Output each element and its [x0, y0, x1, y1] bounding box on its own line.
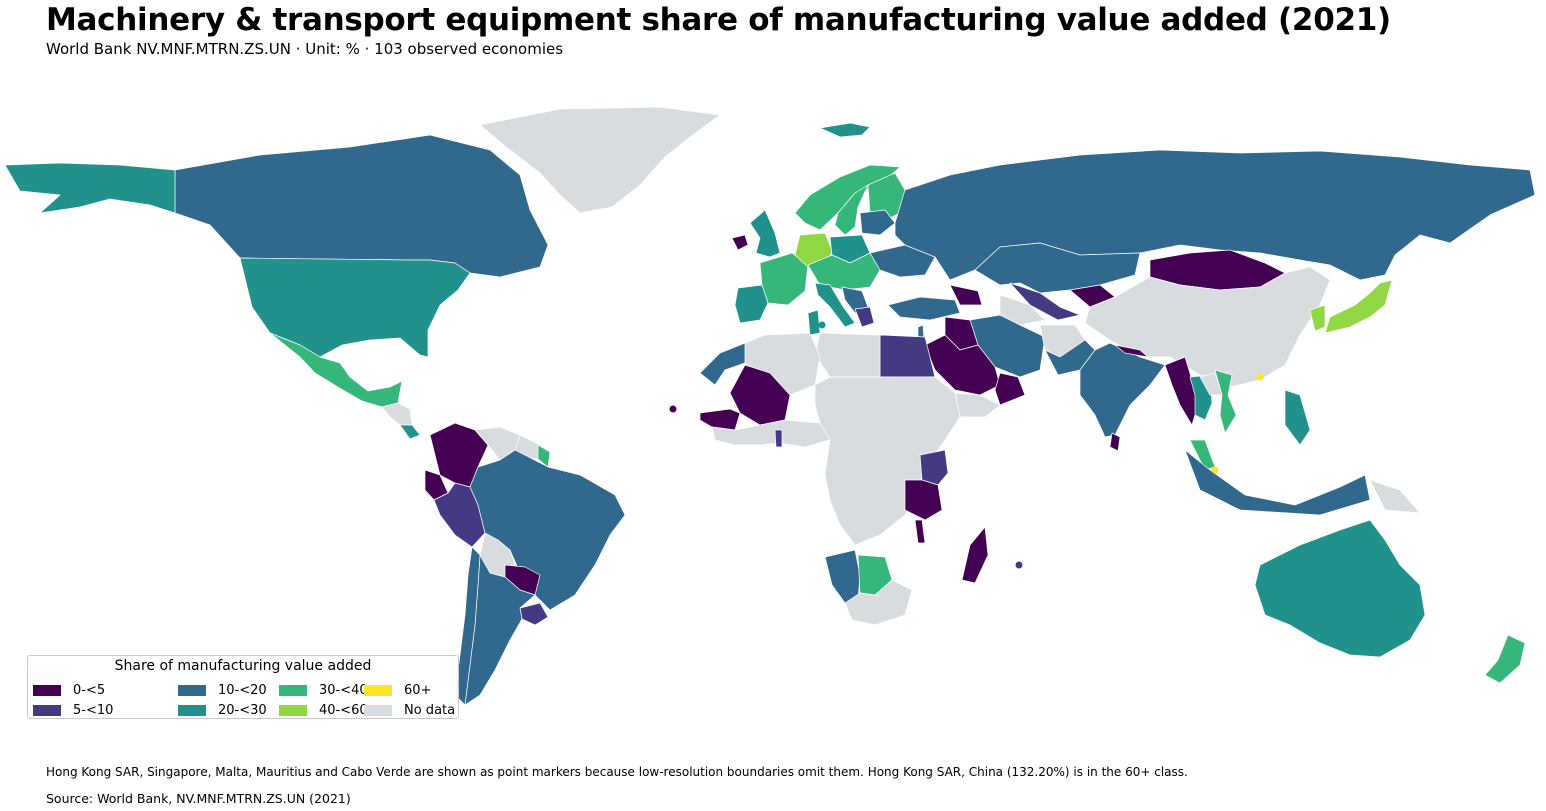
region-greece [854, 306, 875, 328]
legend-label: 40-<60 [319, 702, 368, 718]
legend-label: 60+ [404, 682, 432, 698]
region-senegal [699, 408, 741, 431]
source-note: Source: World Bank, NV.MNF.MTRN.ZS.UN (2… [46, 791, 351, 806]
region-australia [1254, 519, 1426, 658]
world-map [4, 106, 1536, 706]
footnote: Hong Kong SAR, Singapore, Malta, Mauriti… [46, 765, 1188, 779]
marker-mauritius [1015, 561, 1023, 569]
legend-swatch [364, 684, 392, 696]
region-mexico [269, 332, 403, 408]
region-indonesia [1184, 449, 1371, 516]
region-korea [1309, 304, 1326, 332]
region-iberia [734, 284, 769, 324]
marker-hong-kong-sar [1256, 373, 1264, 381]
region-brazil [469, 449, 626, 611]
region-united-states [239, 257, 471, 358]
map-title: Machinery & transport equipment share of… [46, 2, 1391, 38]
region-philippines [1284, 389, 1311, 446]
region-papua-new-guinea [1369, 479, 1421, 514]
region-turkey [887, 296, 961, 321]
region-central-america [381, 402, 413, 426]
region-kazakhstan [974, 242, 1141, 294]
region-united-kingdom [749, 209, 781, 258]
region-caucasus [949, 284, 983, 306]
region-tunisia [807, 309, 821, 336]
region-alaska [4, 162, 176, 214]
region-greenland [479, 106, 721, 214]
legend-item: 0-<5 [33, 682, 105, 698]
legend-swatch [33, 684, 61, 696]
region-japan [1324, 279, 1393, 334]
region-ireland [731, 234, 749, 251]
map-subtitle: World Bank NV.MNF.MTRN.ZS.UN · Unit: % ·… [46, 40, 564, 58]
region-madagascar [961, 526, 989, 584]
legend-swatch [364, 704, 392, 716]
region-ghana [774, 429, 783, 448]
region-canada [174, 134, 549, 278]
legend-swatch [178, 704, 206, 716]
legend-item: 10-<20 [178, 682, 267, 698]
region-morocco [699, 342, 746, 386]
region-uruguay [519, 602, 549, 626]
region-new-zealand [1484, 634, 1526, 684]
legend-label: 0-<5 [73, 682, 106, 698]
legend-label: 5-<10 [73, 702, 114, 718]
region-nepal [1114, 344, 1149, 358]
map-legend: Share of manufacturing value added 0-<5 5… [27, 655, 459, 719]
legend-swatch [33, 704, 61, 716]
legend-swatch [178, 684, 206, 696]
region-egypt [879, 334, 936, 378]
region-malawi [914, 519, 926, 544]
legend-item: 20-<30 [178, 702, 267, 718]
region-italy [814, 282, 856, 328]
region-kenya [919, 449, 949, 486]
region-sweden [834, 184, 869, 236]
legend-item: 30-<40 [279, 682, 368, 698]
region-vietnam [1214, 369, 1237, 434]
marker-malta [818, 321, 826, 329]
legend-label: No data [404, 702, 456, 718]
region-baltics [859, 209, 896, 236]
region-tanzania [904, 479, 943, 521]
region-saudi-arabia [924, 334, 1001, 396]
legend-label: 10-<20 [218, 682, 267, 698]
legend-item: 60+ [364, 682, 431, 698]
legend-item: No data [364, 702, 455, 718]
marker-cabo-verde [669, 405, 677, 413]
region-iceland [819, 122, 871, 138]
region-chile [454, 546, 481, 706]
region-india [1079, 342, 1166, 438]
legend-swatch [279, 684, 307, 696]
legend-item: 40-<60 [279, 702, 368, 718]
region-yemen [954, 392, 1001, 418]
region-south-africa [844, 579, 913, 626]
marker-singapore [1211, 466, 1219, 474]
region-west-africa [711, 419, 831, 448]
region-laos [1199, 372, 1223, 396]
region-sri-lanka [1109, 432, 1121, 452]
legend-label: 30-<40 [319, 682, 368, 698]
region-turkmenistan [999, 294, 1046, 326]
legend-item: 5-<10 [33, 702, 113, 718]
legend-swatch [279, 704, 307, 716]
region-libya [814, 332, 881, 378]
region-central-africa [814, 376, 961, 546]
region-oman [994, 372, 1026, 406]
region-costa-rica [399, 424, 421, 440]
region-namibia [824, 549, 861, 604]
legend-title: Share of manufacturing value added [114, 658, 372, 674]
legend-label: 20-<30 [218, 702, 267, 718]
